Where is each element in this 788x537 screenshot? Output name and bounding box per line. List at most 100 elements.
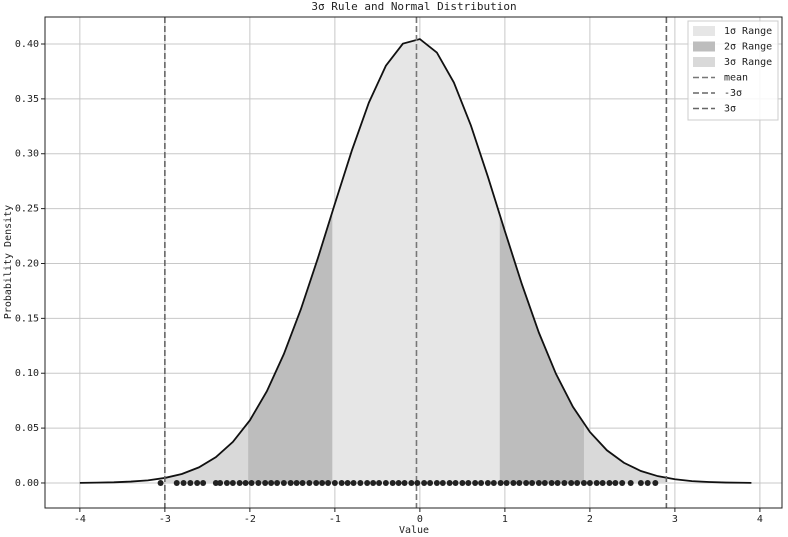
sample-point — [637, 479, 644, 486]
sample-point — [293, 479, 300, 486]
sample-point — [503, 479, 510, 486]
legend-label: 2σ Range — [724, 42, 772, 53]
x-tick-label: -1 — [329, 514, 341, 525]
legend-box — [687, 20, 779, 121]
sample-point — [446, 479, 453, 486]
y-tick-label: 0.30 — [15, 149, 39, 160]
sample-point — [421, 479, 428, 486]
sample-point — [242, 479, 249, 486]
x-tick-label: 4 — [757, 514, 763, 525]
sample-point — [574, 479, 581, 486]
sample-point — [478, 479, 485, 486]
sample-point — [395, 479, 402, 486]
sample-point — [350, 479, 357, 486]
y-tick-label: 0.20 — [15, 258, 39, 269]
sample-point — [541, 479, 548, 486]
sample-point — [344, 479, 351, 486]
sample-point — [599, 479, 606, 486]
sample-point — [523, 479, 530, 486]
sample-point — [236, 479, 243, 486]
legend-label: 3σ — [724, 104, 736, 115]
sample-point — [427, 479, 434, 486]
sample-point — [217, 479, 224, 486]
y-tick-label: 0.15 — [15, 313, 39, 324]
sample-point — [382, 479, 389, 486]
sample-point — [414, 479, 421, 486]
sample-point — [619, 479, 626, 486]
x-tick-label: 0 — [417, 514, 423, 525]
sample-point — [313, 479, 320, 486]
sample-point — [280, 479, 287, 486]
x-tick-label: 3 — [672, 514, 678, 525]
sample-point — [510, 479, 517, 486]
chart-title: 3σ Rule and Normal Distribution — [311, 0, 516, 13]
sample-point — [568, 479, 575, 486]
sample-point — [554, 479, 561, 486]
sample-point — [433, 479, 440, 486]
sample-point — [248, 479, 255, 486]
sample-point — [516, 479, 523, 486]
legend-label: 3σ Range — [724, 57, 772, 68]
sample-point — [593, 479, 600, 486]
sample-point — [173, 479, 180, 486]
sample-point — [212, 479, 219, 486]
x-axis-label: Value — [399, 525, 429, 536]
sample-point — [194, 479, 201, 486]
y-tick-label: 0.10 — [15, 368, 39, 379]
legend-label: 1σ Range — [724, 26, 772, 37]
sample-point — [370, 479, 377, 486]
sample-point — [644, 479, 651, 486]
sample-point — [319, 479, 326, 486]
sample-point — [627, 479, 634, 486]
sample-point — [287, 479, 294, 486]
sample-point — [306, 479, 313, 486]
sample-point — [484, 479, 491, 486]
sample-point — [274, 479, 281, 486]
sample-point — [459, 479, 466, 486]
y-tick-label: 0.40 — [15, 39, 39, 50]
x-tick-label: 1 — [502, 514, 508, 525]
sample-point — [357, 479, 364, 486]
sample-point — [580, 479, 587, 486]
sample-point — [586, 479, 593, 486]
sample-point — [187, 479, 194, 486]
sample-point — [364, 479, 371, 486]
sample-point — [376, 479, 383, 486]
sample-point — [535, 479, 542, 486]
sample-point — [561, 479, 568, 486]
sample-point — [262, 479, 269, 486]
sample-point — [472, 479, 479, 486]
x-tick-label: 2 — [587, 514, 593, 525]
sample-point — [229, 479, 236, 486]
sample-point — [529, 479, 536, 486]
sample-point — [157, 479, 164, 486]
legend-swatch — [693, 57, 715, 67]
sample-point — [299, 479, 306, 486]
sample-point — [497, 479, 504, 486]
legend-swatch — [693, 41, 715, 52]
x-tick-label: -2 — [244, 514, 256, 525]
sample-point — [255, 479, 262, 486]
y-tick-label: 0.35 — [15, 94, 39, 105]
y-tick-label: 0.05 — [15, 423, 39, 434]
legend-label: -3σ — [724, 88, 742, 99]
sample-point — [325, 479, 332, 486]
sample-point — [612, 479, 619, 486]
sample-point — [606, 479, 613, 486]
legend-swatch — [693, 26, 715, 36]
sample-point — [490, 479, 497, 486]
sample-point — [401, 479, 408, 486]
sample-point — [338, 479, 345, 486]
sample-point — [200, 479, 207, 486]
sample-point — [439, 479, 446, 486]
y-tick-label: 0.00 — [15, 478, 39, 489]
x-tick-label: -3 — [159, 514, 171, 525]
sample-point — [465, 479, 472, 486]
x-tick-label: -4 — [74, 514, 86, 525]
legend-label: mean — [724, 73, 748, 84]
y-axis-label: Probability Density — [3, 205, 14, 319]
sample-point — [452, 479, 459, 486]
sample-point — [548, 479, 555, 486]
y-tick-label: 0.25 — [15, 204, 39, 215]
